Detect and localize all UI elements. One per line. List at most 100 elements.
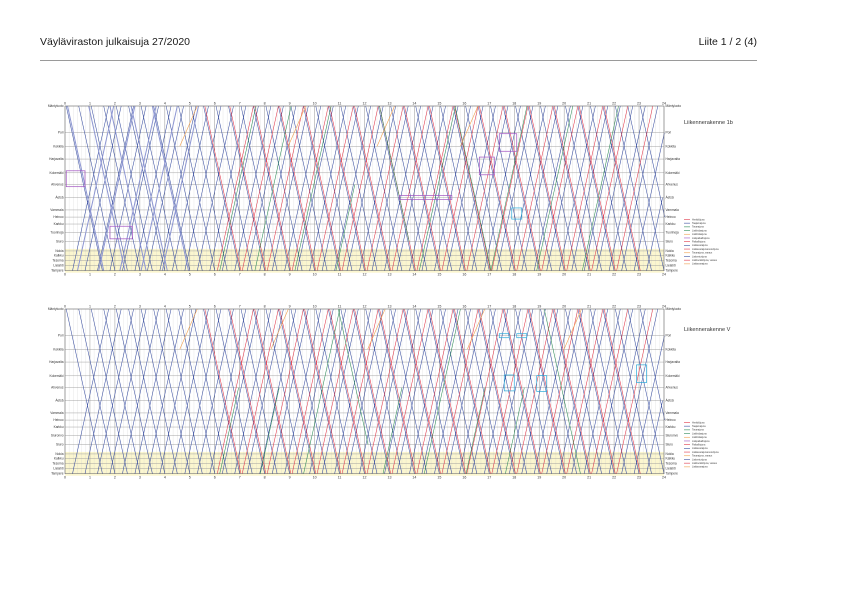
station-label-left: Tuorinoja <box>50 231 63 235</box>
train-path <box>571 105 609 271</box>
station-label-right: Karkku <box>666 425 676 429</box>
legend-entry: Lisätavarajuna/veturijuna <box>692 248 719 251</box>
train-path <box>260 387 280 474</box>
hour-label-top: 10 <box>313 305 317 309</box>
legend-entry: Tavarajuna <box>692 429 704 432</box>
train-path <box>72 105 109 271</box>
train-path <box>366 308 404 474</box>
train-path <box>490 308 527 474</box>
train-path <box>284 308 322 474</box>
train-path <box>491 105 529 271</box>
train-path <box>321 308 359 474</box>
train-path <box>291 105 329 271</box>
hour-label-top: 9 <box>289 305 291 309</box>
station-label-left: Karkku <box>54 425 64 429</box>
train-path <box>246 105 284 271</box>
train-path <box>390 308 428 474</box>
hour-label-bottom: 12 <box>363 273 367 277</box>
train-path <box>334 308 371 474</box>
train-path <box>640 105 665 218</box>
hour-label-bottom: 22 <box>612 476 616 480</box>
station-label-right: Lielahti <box>666 264 676 268</box>
train-path <box>296 105 334 271</box>
train-path <box>72 308 109 474</box>
train-path <box>384 105 421 271</box>
train-path <box>140 105 178 271</box>
legend-entry: Lisähidasjuna <box>692 229 707 232</box>
train-path <box>271 105 309 271</box>
train-path <box>246 308 284 474</box>
train-graph-sheet: Mäntyluoto Mäntyluoto Pori Pori Kokkila Kokki… <box>48 102 733 480</box>
train-path <box>67 105 105 271</box>
train-path <box>78 308 116 474</box>
hour-label-bottom: 1 <box>89 273 91 277</box>
train-path <box>259 308 297 474</box>
graph-frame <box>64 308 665 474</box>
train-path <box>396 308 434 474</box>
train-path <box>566 105 604 271</box>
hour-label-bottom: 18 <box>512 476 516 480</box>
hour-label-top: 8 <box>264 102 266 106</box>
train-path <box>359 105 396 271</box>
station-label-left: Kokkila <box>53 347 64 351</box>
train-path <box>221 308 259 474</box>
hour-label-top: 14 <box>412 305 416 309</box>
train-path <box>446 308 484 474</box>
train-path <box>409 105 446 271</box>
train-path <box>241 105 279 271</box>
train-path <box>596 308 634 474</box>
train-path <box>396 105 434 271</box>
train-path <box>172 308 209 474</box>
station-label-right: Siuro <box>666 442 674 446</box>
hour-label-top: 22 <box>612 102 616 106</box>
train-path <box>147 308 184 474</box>
hour-label-bottom: 12 <box>363 476 367 480</box>
hour-label-top: 16 <box>462 102 466 106</box>
train-path <box>640 308 665 421</box>
train-path <box>90 105 128 271</box>
train-path <box>616 308 654 474</box>
train-path <box>496 105 534 271</box>
train-path <box>541 308 579 474</box>
hour-label-bottom: 13 <box>387 273 391 277</box>
hour-label-top: 4 <box>164 305 166 309</box>
highlight-box <box>478 156 495 176</box>
train-path <box>278 105 315 271</box>
train-path <box>416 308 454 474</box>
train-path <box>509 308 546 474</box>
train-path <box>278 308 315 474</box>
hour-label-bottom: 15 <box>437 476 441 480</box>
train-path <box>128 308 166 474</box>
train-path <box>209 308 247 474</box>
station-label-right: Äetsä <box>666 399 674 403</box>
legend-entry: Henkilöjuna <box>692 218 705 221</box>
highlight-box <box>498 133 518 152</box>
hour-label-top: 1 <box>89 305 91 309</box>
train-path <box>421 105 459 271</box>
train-path <box>228 308 265 474</box>
train-path <box>471 105 509 271</box>
train-path <box>527 105 565 271</box>
hour-label-top: 21 <box>587 102 591 106</box>
train-path <box>265 105 303 271</box>
train-path <box>646 197 663 271</box>
station-label-right: Kalkku <box>666 457 676 461</box>
hour-label-bottom: 6 <box>214 273 216 277</box>
train-path <box>209 105 247 271</box>
train-path <box>441 308 479 474</box>
train-path <box>341 308 379 474</box>
shunting-path <box>376 105 395 147</box>
train-path <box>541 105 579 271</box>
station-label-left: Kokemäki <box>50 374 64 378</box>
hour-label-top: 7 <box>239 102 241 106</box>
train-path <box>419 105 456 271</box>
highlight-box <box>498 333 510 339</box>
train-path <box>540 105 577 271</box>
station-label-left: Heinoo <box>53 418 63 422</box>
train-path <box>440 308 478 474</box>
hour-label-bottom: 21 <box>587 476 591 480</box>
hour-label-top: 19 <box>537 305 541 309</box>
train-path <box>253 308 290 474</box>
legend-entry: Taajamajuna <box>692 222 706 225</box>
legend-entry: Paikallisjuna <box>692 240 706 243</box>
